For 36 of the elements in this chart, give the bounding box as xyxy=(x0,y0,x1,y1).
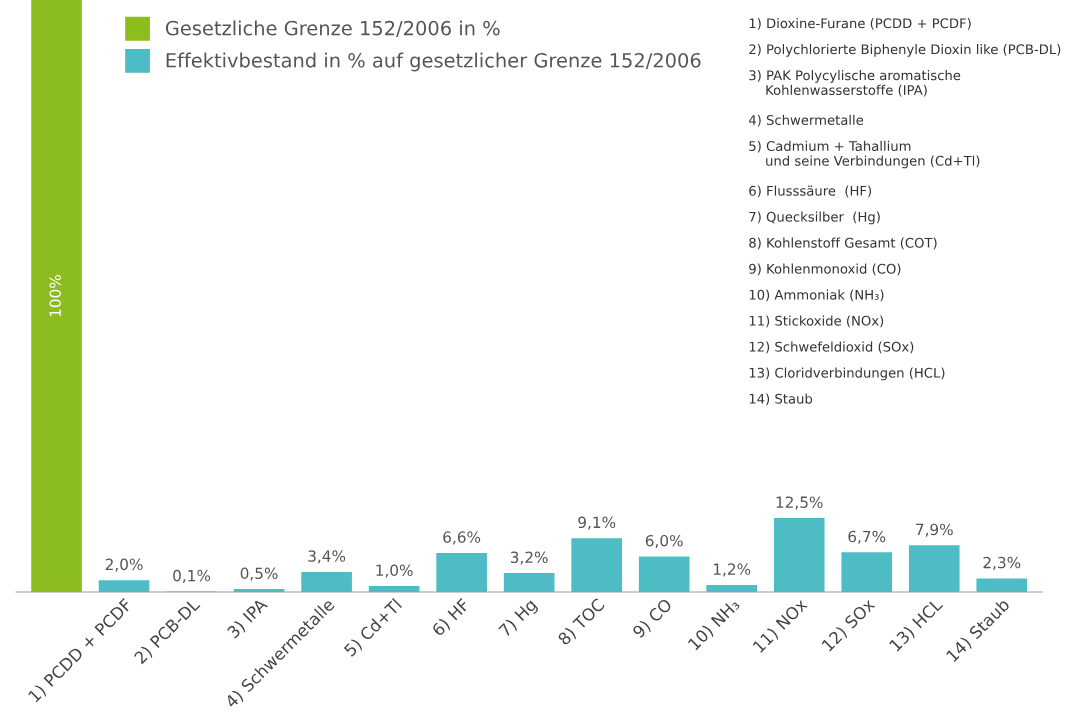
annotation: 2) Polychlorierte Biphenyle Dioxin like (PCB-DL) xyxy=(749,44,1061,57)
annotation: 7) Quecksilber (Hg) xyxy=(749,211,880,225)
data-label: 2,3% xyxy=(983,556,1021,570)
data-label: 1,0% xyxy=(376,564,413,578)
annotation: 6) Flusssäure (HF) xyxy=(749,185,872,198)
data-label: 9,1% xyxy=(578,516,616,530)
annotation: 5) Cadmium + Tahallium und seine Verbindungen (Cd+Tl) xyxy=(749,140,980,169)
data-label: 2,0% xyxy=(105,558,143,572)
data-label: 12,5% xyxy=(776,496,823,510)
legend-label: Gesetzliche Grenze 152/2006 in % xyxy=(165,20,500,37)
annotation: 4) Schwermetalle xyxy=(748,114,864,127)
annotation: 13) Cloridverbindungen (HCL) xyxy=(749,367,945,381)
annotation: 3) PAK Polycylische aromatische Kohlenwasserstoffe (IPA) xyxy=(749,70,961,97)
annotation: 1) Dioxine-Furane (PCDD + PCDF) xyxy=(749,18,971,30)
x-tick-label: 9) CO xyxy=(631,597,675,641)
annotation: 8) Kohlenstoff Gesamt (COT) xyxy=(749,237,937,250)
x-tick-label: 10) NH₃ xyxy=(687,597,742,652)
data-label: 6,0% xyxy=(645,534,683,549)
x-tick-label: 7) Hg xyxy=(497,597,540,640)
data-label: 0,5% xyxy=(240,567,278,581)
x-tick-label: 6) HF xyxy=(430,597,472,639)
data-label: 6,7% xyxy=(848,530,886,544)
data-label: 3,4% xyxy=(308,550,346,564)
annotation: 11) Stickoxide (NOx) xyxy=(749,315,884,328)
annotation: 10) Ammoniak (NH₃) xyxy=(749,289,884,302)
data-label: 100% xyxy=(49,275,61,317)
data-label: 1,2% xyxy=(713,563,751,577)
data-label: 3,2% xyxy=(510,551,548,565)
data-label: 6,6% xyxy=(443,531,481,545)
legend-label: Effektivbestand in % auf gesetzlicher Grenze 152/2006 xyxy=(166,52,701,72)
x-tick-label: 13) HCL xyxy=(888,596,945,654)
data-label: 7,9% xyxy=(916,523,953,537)
annotation: 12) Schwefeldioxid (SOx) xyxy=(749,341,914,354)
annotation: 14) Staub xyxy=(749,393,813,406)
data-label: 0,1% xyxy=(173,569,211,583)
annotation: 9) Kohlenmonoxid (CO) xyxy=(749,263,901,276)
